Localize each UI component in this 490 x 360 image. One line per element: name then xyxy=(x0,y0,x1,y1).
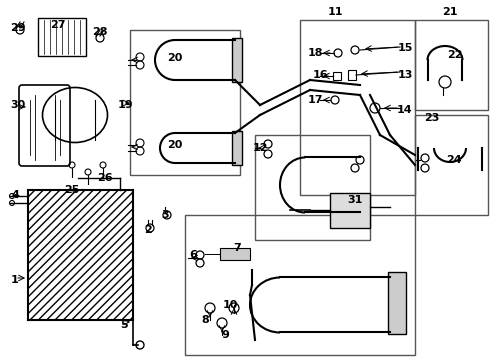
Text: 8: 8 xyxy=(201,315,209,325)
Text: 29: 29 xyxy=(10,23,26,33)
Text: 20: 20 xyxy=(167,53,183,63)
Bar xyxy=(255,135,370,240)
Text: 25: 25 xyxy=(64,185,80,195)
Bar xyxy=(415,20,488,110)
Bar xyxy=(330,193,370,228)
Text: 27: 27 xyxy=(50,20,66,30)
Bar xyxy=(38,18,86,56)
Bar xyxy=(415,115,488,215)
Bar xyxy=(130,30,240,175)
Text: 2: 2 xyxy=(144,225,152,235)
Text: 26: 26 xyxy=(97,173,113,183)
Text: 21: 21 xyxy=(442,7,458,17)
Text: 1: 1 xyxy=(11,275,19,285)
Text: 12: 12 xyxy=(252,143,268,153)
Text: 9: 9 xyxy=(221,330,229,340)
Bar xyxy=(333,72,341,80)
Bar xyxy=(232,131,242,165)
Text: 17: 17 xyxy=(307,95,323,105)
Bar xyxy=(220,248,250,260)
Text: 13: 13 xyxy=(397,70,413,80)
Bar xyxy=(232,38,242,82)
Text: 16: 16 xyxy=(312,70,328,80)
Text: 31: 31 xyxy=(347,195,363,205)
Text: 30: 30 xyxy=(10,100,25,110)
Text: 3: 3 xyxy=(161,210,169,220)
Text: 10: 10 xyxy=(222,300,238,310)
Text: 20: 20 xyxy=(167,140,183,150)
Bar xyxy=(300,20,415,195)
Text: 11: 11 xyxy=(327,7,343,17)
Text: 18: 18 xyxy=(307,48,323,58)
Text: 24: 24 xyxy=(446,155,462,165)
Text: 7: 7 xyxy=(233,243,241,253)
Text: 28: 28 xyxy=(92,27,108,37)
Text: 14: 14 xyxy=(397,105,413,115)
Text: 19: 19 xyxy=(117,100,133,110)
Text: 4: 4 xyxy=(11,190,19,200)
Bar xyxy=(388,272,406,334)
Text: 22: 22 xyxy=(447,50,463,60)
Text: 15: 15 xyxy=(397,43,413,53)
Text: 5: 5 xyxy=(120,320,128,330)
Bar xyxy=(28,190,133,320)
Bar xyxy=(185,215,415,355)
Text: 6: 6 xyxy=(189,250,197,260)
Text: 23: 23 xyxy=(424,113,440,123)
Bar xyxy=(348,70,356,80)
